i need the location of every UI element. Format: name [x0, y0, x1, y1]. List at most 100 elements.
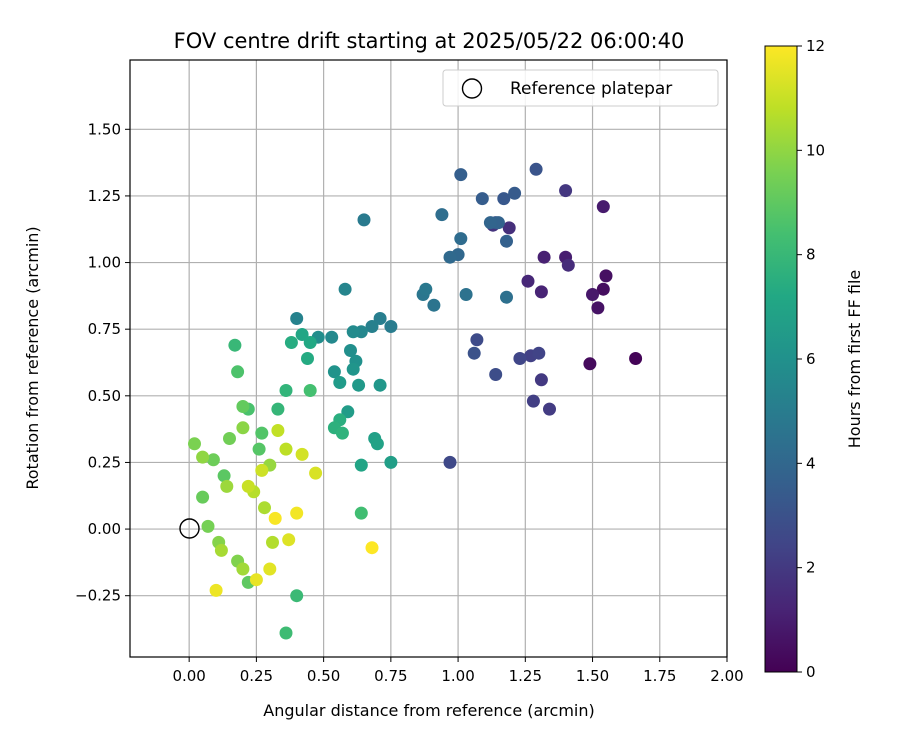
data-point [255, 426, 269, 440]
data-point [209, 583, 223, 597]
legend-label: Reference platepar [510, 79, 672, 99]
data-point [534, 373, 548, 387]
data-point [249, 573, 263, 587]
data-point [206, 453, 220, 467]
data-point [583, 357, 597, 371]
colorbar-tick-label: 4 [806, 454, 816, 472]
data-point [629, 352, 643, 365]
data-point [263, 562, 277, 576]
data-point [290, 506, 304, 520]
x-tick-label: 2.00 [710, 667, 743, 685]
data-point [357, 213, 371, 227]
data-point [236, 562, 250, 576]
data-point [284, 336, 298, 349]
data-point [335, 426, 349, 440]
data-point [346, 362, 360, 376]
chart-title: FOV centre drift starting at 2025/05/22 … [174, 29, 685, 53]
data-point [354, 506, 368, 520]
data-point [373, 378, 387, 392]
data-point [188, 437, 201, 451]
data-point [266, 535, 279, 549]
data-point [346, 325, 360, 339]
data-point [443, 455, 457, 469]
data-point [384, 320, 398, 333]
data-point [303, 384, 317, 397]
y-tick-label: 0.75 [88, 320, 121, 338]
data-point [483, 216, 497, 230]
colorbar-tick-label: 2 [806, 559, 816, 577]
data-point [543, 402, 556, 416]
data-point [341, 405, 355, 419]
data-point [365, 320, 379, 333]
data-point [201, 519, 215, 533]
data-point [526, 394, 540, 408]
x-axis-ticks: 0.00 0.25 0.50 0.75 1.00 1.25 1.50 1.75 2.00 [172, 657, 744, 685]
data-points [188, 162, 643, 640]
y-tick-label: 1.50 [88, 120, 121, 138]
data-point [454, 168, 468, 182]
data-point [290, 312, 304, 325]
data-point [370, 437, 384, 451]
data-point [282, 533, 296, 547]
plot-frame [129, 59, 728, 658]
y-tick-label: 0.00 [88, 520, 121, 538]
data-point [223, 432, 236, 445]
colorbar-tick-label: 8 [806, 246, 816, 264]
data-point [489, 368, 503, 381]
data-point [268, 511, 282, 525]
data-point [534, 285, 548, 299]
data-point [427, 298, 441, 312]
data-point [196, 450, 210, 464]
data-point [258, 501, 271, 515]
data-point [373, 312, 387, 325]
data-point [459, 288, 473, 301]
reference-platepar-marker [179, 518, 200, 539]
colorbar-tick-label: 0 [806, 663, 816, 681]
colorbar-ticks: 0 2 4 6 8 10 12 [797, 37, 825, 681]
data-point [497, 192, 511, 206]
data-point [354, 458, 368, 472]
data-point [596, 200, 610, 214]
data-point [365, 541, 379, 555]
data-point [475, 192, 489, 206]
data-point [217, 469, 231, 483]
y-tick-label: 0.50 [88, 387, 121, 405]
data-point [338, 282, 352, 296]
data-point [586, 288, 599, 301]
data-point [435, 208, 449, 222]
x-tick-label: 0.00 [172, 667, 205, 685]
data-point [214, 543, 228, 557]
x-tick-label: 1.00 [441, 667, 474, 685]
legend-marker-icon [461, 78, 483, 99]
data-point [295, 447, 309, 461]
data-point [352, 378, 366, 392]
data-point [279, 626, 293, 640]
data-point [591, 301, 605, 315]
x-tick-label: 1.50 [576, 667, 609, 685]
data-point [220, 479, 234, 493]
legend: Reference platepar [442, 69, 719, 107]
data-point [344, 344, 357, 357]
y-tick-label: 1.25 [88, 187, 121, 205]
data-point [513, 352, 527, 365]
data-point [301, 352, 314, 365]
data-point [532, 346, 546, 360]
x-tick-label: 1.75 [643, 667, 676, 685]
data-point [309, 466, 323, 480]
data-point [419, 282, 433, 296]
x-axis-label: Angular distance from reference (arcmin) [263, 701, 594, 720]
data-point [559, 184, 573, 198]
data-point [443, 250, 457, 264]
data-point [596, 282, 610, 296]
data-point [236, 400, 250, 413]
x-tick-label: 0.75 [374, 667, 407, 685]
y-axis-ticks: −0.25 0.00 0.25 0.50 0.75 1.00 1.25 1.50 [75, 120, 130, 605]
data-point [325, 330, 339, 344]
data-point [502, 221, 516, 235]
data-point [561, 258, 575, 272]
colorbar-tick-label: 6 [806, 350, 816, 368]
data-point [295, 328, 309, 341]
x-tick-label: 1.25 [509, 667, 542, 685]
data-point [241, 479, 255, 493]
data-point [521, 274, 535, 288]
